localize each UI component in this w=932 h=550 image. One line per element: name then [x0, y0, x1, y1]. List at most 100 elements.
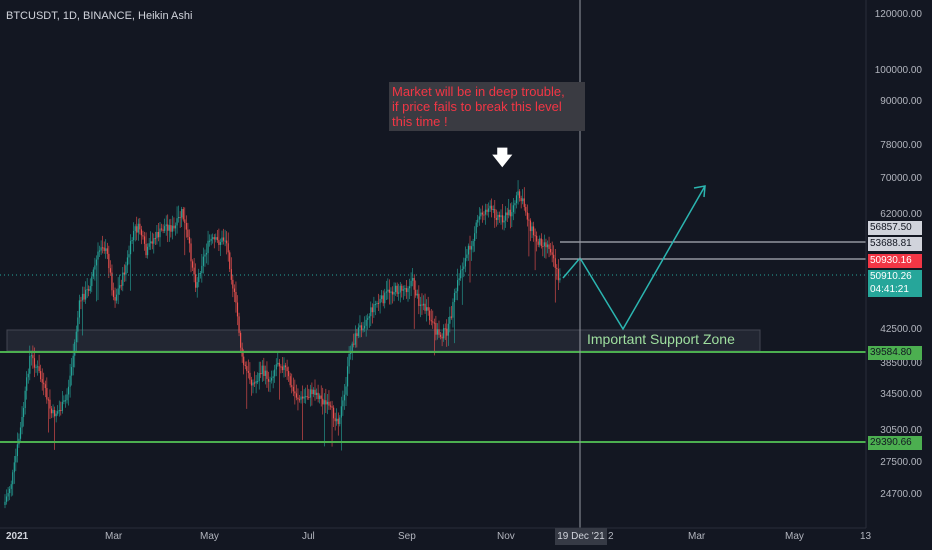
candle-body: [47, 399, 49, 401]
candle-body: [419, 304, 421, 306]
candle-body: [188, 237, 191, 244]
candle-body: [264, 370, 266, 376]
candle-body: [407, 288, 409, 293]
candle-body: [193, 267, 195, 275]
candle-body: [367, 318, 369, 320]
annotation-note[interactable]: Market will be in deep trouble, if price…: [389, 82, 585, 131]
support-zone-label[interactable]: Important Support Zone: [587, 331, 735, 347]
candle-body: [36, 366, 39, 368]
candle-body: [370, 307, 372, 317]
candle-body: [320, 395, 322, 399]
candle-body: [213, 237, 215, 240]
candle-body: [283, 365, 285, 371]
candle-body: [227, 243, 229, 253]
candle-body: [373, 304, 375, 313]
candle-body: [374, 304, 377, 306]
price-tag: 50930.16: [868, 254, 922, 268]
candle-body: [232, 279, 234, 289]
candle-body: [478, 216, 480, 220]
candle-body: [260, 373, 262, 375]
candle-body: [472, 240, 474, 247]
candle-body: [351, 343, 353, 353]
candle-body: [75, 331, 77, 343]
candle-body: [49, 399, 51, 409]
candle-body: [429, 310, 431, 321]
price-tick-label: 78000.00: [880, 140, 922, 151]
price-tag: 50910.26: [868, 270, 922, 284]
candle-body: [89, 286, 91, 291]
candle-body: [263, 365, 265, 376]
candle-body: [435, 323, 437, 335]
candle-body: [364, 325, 366, 329]
candle-body: [433, 322, 435, 324]
candle-body: [343, 394, 346, 401]
candle-body: [492, 208, 494, 210]
candle-body: [346, 366, 349, 387]
candle-body: [85, 289, 87, 300]
candle-body: [548, 244, 550, 250]
candle-body: [143, 236, 146, 244]
candle-body: [396, 285, 398, 294]
candle-body: [250, 379, 253, 386]
candle-body: [418, 293, 420, 306]
candle-body: [382, 295, 384, 304]
candle-body: [162, 229, 164, 231]
candle-body: [302, 396, 304, 399]
candle-body: [215, 237, 217, 240]
candle-body: [453, 292, 456, 303]
candle-body: [12, 472, 14, 485]
candle-body: [319, 395, 321, 399]
projection-path: [562, 185, 706, 331]
candle-body: [266, 370, 268, 379]
candle-body: [426, 307, 428, 311]
candle-body: [416, 293, 418, 296]
candle-body: [294, 391, 296, 394]
price-tick-label: 34500.00: [880, 389, 922, 400]
candle-body: [326, 401, 328, 405]
candle-body: [23, 408, 25, 417]
price-tag: 39584.80: [868, 346, 922, 360]
candle-body: [515, 195, 518, 204]
candle-body: [190, 243, 192, 262]
candle-body: [81, 293, 84, 301]
candle-body: [145, 243, 147, 256]
candle-body: [94, 265, 96, 270]
candle-body: [537, 241, 539, 245]
candle-body: [457, 280, 459, 292]
candle-body: [308, 396, 310, 398]
candle-body: [198, 273, 200, 283]
candle-body: [126, 257, 129, 266]
candle-body: [464, 258, 466, 267]
candle-body: [314, 389, 316, 395]
candle-body: [365, 319, 367, 326]
candle-body: [354, 333, 356, 345]
candle-body: [444, 328, 446, 330]
candle-body: [219, 242, 222, 245]
candle-body: [233, 288, 235, 292]
candle-body: [148, 243, 150, 247]
symbol-legend[interactable]: BTCUSDT, 1D, BINANCE, Heikin Ashi: [6, 10, 193, 22]
candle-body: [298, 399, 301, 401]
candle-body: [559, 278, 561, 281]
candle-body: [97, 251, 99, 260]
candle-body: [116, 294, 118, 301]
candle-body: [297, 397, 299, 400]
candle-body: [399, 285, 401, 293]
time-tick-label: 2021: [6, 531, 29, 542]
candle-body: [209, 240, 211, 242]
candle-body: [100, 247, 102, 251]
candle-body: [207, 240, 209, 253]
candle-body: [486, 209, 488, 212]
price-tag: 29390.66: [868, 436, 922, 450]
candle-body: [439, 334, 442, 337]
candle-body: [514, 203, 516, 206]
candle-body: [91, 276, 93, 287]
candle-body: [61, 401, 63, 411]
candle-body: [261, 365, 263, 375]
candle-body: [55, 413, 57, 417]
candle-body: [517, 191, 519, 196]
candle-body: [52, 409, 54, 414]
candle-body: [60, 409, 62, 411]
candle-body: [112, 290, 115, 298]
